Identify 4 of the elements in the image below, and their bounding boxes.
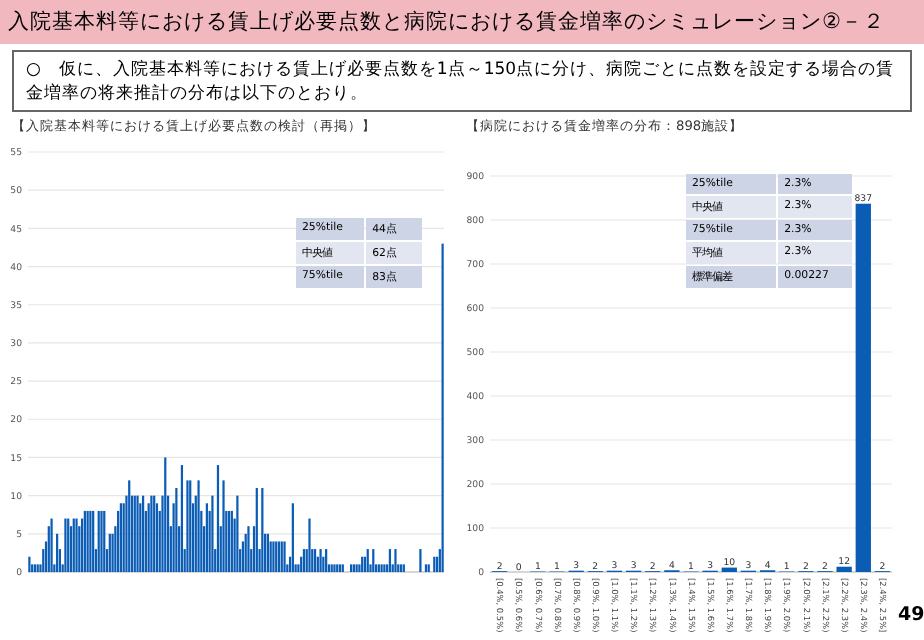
note: ○ 仮に、入院基本料等における賃上げ必要点数を1点～150点に分け、病院ごとに点数を設定する場合の賃金増率の将来推計の分布は以下のとおり。 <box>12 50 912 112</box>
text: 49 <box>898 604 924 626</box>
slide-title: 入院基本料等における賃上げ必要点数と病院における賃金増率のシミュレーション②－２ <box>0 0 924 44</box>
bar <box>855 203 871 572</box>
